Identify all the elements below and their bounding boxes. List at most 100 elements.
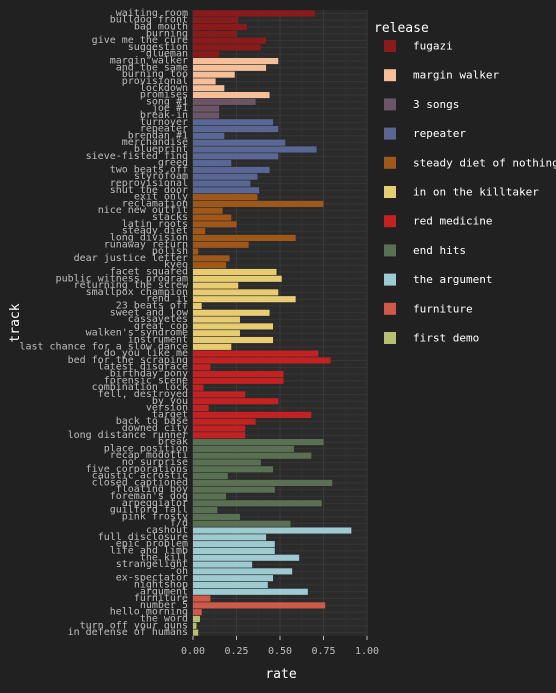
legend-swatch — [384, 302, 396, 315]
track-tick-label: in defense of humans — [68, 627, 188, 638]
bar — [193, 432, 246, 439]
track-tick-label: rend it — [146, 294, 188, 305]
track-tick-label: stacks — [152, 212, 188, 223]
track-tick-label: combination lock — [92, 382, 188, 393]
bar — [193, 411, 312, 418]
bar — [193, 425, 246, 432]
legend-label: fugazi — [413, 40, 453, 53]
track-tick-label: margin walker — [110, 56, 188, 67]
bar — [193, 581, 268, 589]
bars-group — [193, 10, 352, 636]
bar — [193, 439, 324, 446]
bar — [193, 520, 291, 527]
legend-label: the argument — [413, 273, 492, 286]
bar — [193, 350, 319, 357]
bar — [193, 479, 333, 486]
bar — [193, 262, 227, 269]
legend: fugazi margin walker 3 songs repeater steady… — [384, 40, 556, 345]
bar — [193, 493, 227, 500]
bar — [193, 575, 274, 582]
track-tick-label: runaway return — [104, 239, 188, 250]
track-tick-label: life and limb — [110, 545, 188, 556]
track-tick-label: oh — [176, 566, 188, 577]
legend-label: furniture — [413, 302, 473, 315]
bar — [193, 44, 261, 51]
track-tick-label: 23 beats off — [116, 300, 188, 311]
track-tick-label: merchandise — [122, 137, 188, 148]
bar — [193, 214, 232, 221]
track-tick-label: suggestion — [128, 42, 188, 53]
bar — [193, 153, 279, 160]
track-tick-label: exit only — [134, 192, 188, 203]
track-tick-label: polish — [152, 246, 188, 257]
bar — [193, 85, 225, 92]
legend-label: margin walker — [413, 69, 499, 82]
track-tick-label: and the same — [116, 62, 188, 73]
bar — [193, 194, 258, 201]
bar — [193, 534, 267, 541]
bar — [193, 323, 274, 330]
bar — [193, 17, 239, 24]
track-tick-label: version — [146, 403, 188, 414]
bar — [193, 91, 270, 99]
bar — [193, 554, 300, 561]
bar — [193, 180, 251, 187]
track-tick-label: song #1 — [146, 96, 188, 107]
bar — [193, 173, 258, 180]
bar — [193, 418, 256, 425]
bar — [193, 357, 331, 364]
bar — [193, 622, 197, 629]
track-tick-label: glueman — [146, 49, 188, 60]
track-tick-label: ex-spectator — [116, 573, 188, 584]
track-tick-label: reprovisional — [110, 178, 188, 189]
track-tick-label: nice new outfit — [98, 205, 188, 216]
legend-swatch — [384, 273, 396, 286]
bar — [193, 207, 223, 214]
track-tick-label: foreman's dog — [110, 491, 188, 502]
track-tick-label: brendan #1 — [128, 130, 188, 141]
legend-swatch — [384, 186, 396, 198]
bar — [193, 289, 279, 296]
bar — [193, 364, 211, 371]
track-tick-label: do you like me — [104, 348, 188, 359]
bar — [193, 377, 284, 384]
bar — [193, 466, 274, 473]
bar — [193, 330, 240, 337]
legend-swatch — [384, 127, 396, 140]
bar — [193, 316, 240, 323]
track-tick-label: furniture — [134, 593, 188, 604]
legend-swatch — [384, 40, 396, 52]
track-tick-label: turn off your guns — [80, 620, 188, 631]
bar — [193, 112, 220, 119]
track-tick-label: argument — [140, 586, 188, 597]
bar — [193, 10, 315, 17]
legend-label: 3 songs — [413, 98, 459, 111]
track-tick-label: shut the door — [110, 185, 188, 196]
track-tick-label: last chance for a slow dance — [19, 341, 188, 352]
track-tick-label: recap modotti — [110, 450, 188, 461]
track-tick-label: birthday pony — [110, 369, 188, 380]
x-tick-label: 0.00 — [181, 646, 205, 657]
x-axis-title: rate — [265, 667, 296, 682]
bar — [193, 119, 274, 126]
rate-tick-labels: 0.00 0.25 0.50 0.75 1.00 — [181, 636, 379, 657]
track-tick-label: arpeggiator — [122, 498, 188, 509]
track-tick-label: burning — [146, 28, 188, 39]
bar — [193, 105, 220, 112]
track-tick-label: dear justice letter — [74, 253, 188, 264]
bar — [193, 160, 232, 167]
bar — [193, 126, 279, 133]
track-tick-label: guilford fall — [110, 505, 188, 516]
track-tick-label: number 5 — [140, 600, 188, 611]
track-tick-label: sweet and low — [110, 307, 189, 318]
track-tick-label: break — [158, 437, 188, 448]
bar — [193, 37, 267, 44]
track-tick-label: public witness program — [56, 273, 188, 284]
bar — [193, 268, 277, 276]
track-tick-label: the word — [140, 613, 188, 624]
bar — [193, 391, 246, 398]
bar — [193, 57, 279, 65]
track-tick-label: target — [152, 409, 188, 420]
bar — [193, 541, 275, 548]
